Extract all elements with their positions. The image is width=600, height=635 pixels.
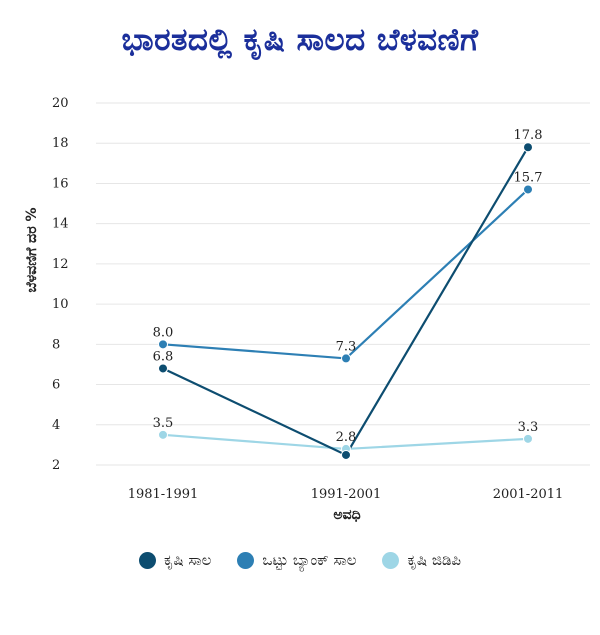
series-points [158, 142, 533, 460]
x-tick-label: 1981-1991 [128, 487, 199, 502]
chart-title: ಭಾರತದಲ್ಲಿ ಕೃಷಿ ಸಾಲದ ಬೆಳವಣಿಗೆ [121, 22, 479, 58]
data-label: 8.0 [153, 325, 174, 340]
data-labels: 3.5 2.8 3.3 8.0 7.3 15.7 6.8 17.8 [153, 128, 543, 445]
y-tick-label: 8 [52, 337, 60, 352]
x-axis-label: ಅವಧಿ [333, 507, 360, 523]
series-line [162, 146, 529, 457]
data-point [523, 142, 533, 153]
data-point [523, 433, 533, 444]
legend-swatch [237, 551, 255, 569]
y-tick-label: 14 [52, 217, 69, 232]
legend-label: ಒಟ್ಟು ಬ್ಯಾಂಕ್ ಸಾಲ [262, 551, 357, 569]
data-point [523, 184, 533, 195]
data-point [158, 429, 168, 440]
data-label: 17.8 [514, 128, 543, 143]
line-chart: 2 4 6 8 10 12 14 16 18 20 1981-1991 1991-2001 2001-… [24, 96, 590, 523]
legend-swatch [382, 551, 400, 569]
data-point [158, 339, 168, 350]
y-tick-label: 10 [52, 297, 69, 312]
legend-label: ಕೃಷಿ ಸಾಲ [163, 551, 212, 569]
data-point [341, 353, 351, 364]
series-line [162, 188, 529, 360]
y-tick-label: 4 [52, 418, 60, 433]
y-tick-label: 18 [52, 136, 69, 151]
y-tick-label: 2 [52, 458, 60, 473]
x-tick-label: 2001-2011 [493, 487, 564, 502]
y-axis-ticks: 2 4 6 8 10 12 14 16 18 20 [52, 96, 69, 473]
data-label: 15.7 [514, 170, 543, 185]
x-axis-ticks: 1981-1991 1991-2001 2001-2011 [128, 487, 564, 502]
y-tick-label: 6 [52, 378, 60, 393]
y-tick-label: 20 [52, 96, 69, 111]
legend-swatch [138, 551, 156, 569]
data-point [158, 363, 168, 374]
data-label: 3.3 [518, 420, 539, 435]
legend-label: ಕೃಷಿ ಜಿಡಿಪಿ [407, 551, 462, 569]
y-tick-label: 16 [52, 176, 69, 191]
legend: ಕೃಷಿ ಸಾಲ ಒಟ್ಟು ಬ್ಯಾಂಕ್ ಸಾಲ ಕೃಷಿ ಜಿಡಿಪಿ [0, 551, 600, 569]
y-axis-label: ಬೆಳವಣಿಗೆ ದರ % [24, 208, 40, 293]
y-tick-label: 12 [52, 257, 69, 272]
data-point [341, 449, 351, 460]
legend-item: ಒಟ್ಟು ಬ್ಯಾಂಕ್ ಸಾಲ [237, 551, 356, 569]
gridlines [96, 102, 590, 466]
legend-item: ಕೃಷಿ ಜಿಡಿಪಿ [382, 551, 461, 569]
series-lines [162, 146, 529, 457]
data-label: 3.5 [153, 416, 174, 431]
data-label: 2.8 [336, 430, 357, 445]
data-label: 7.3 [336, 339, 357, 354]
data-label: 6.8 [153, 349, 174, 364]
x-tick-label: 1991-2001 [311, 487, 382, 502]
legend-item: ಕೃಷಿ ಸಾಲ [138, 551, 212, 569]
